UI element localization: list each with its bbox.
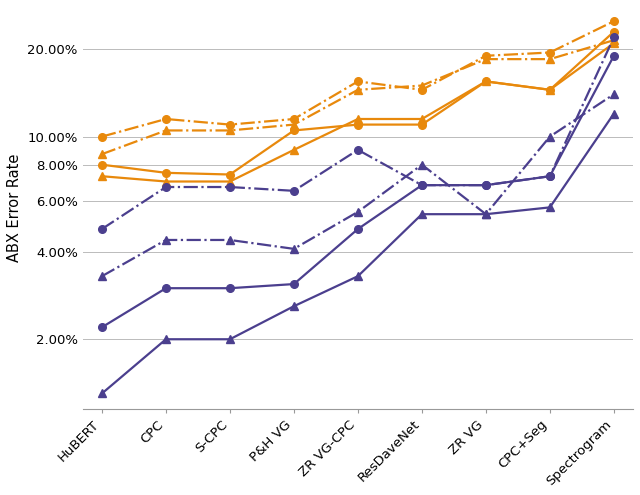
Y-axis label: ABX Error Rate: ABX Error Rate [7,154,22,262]
